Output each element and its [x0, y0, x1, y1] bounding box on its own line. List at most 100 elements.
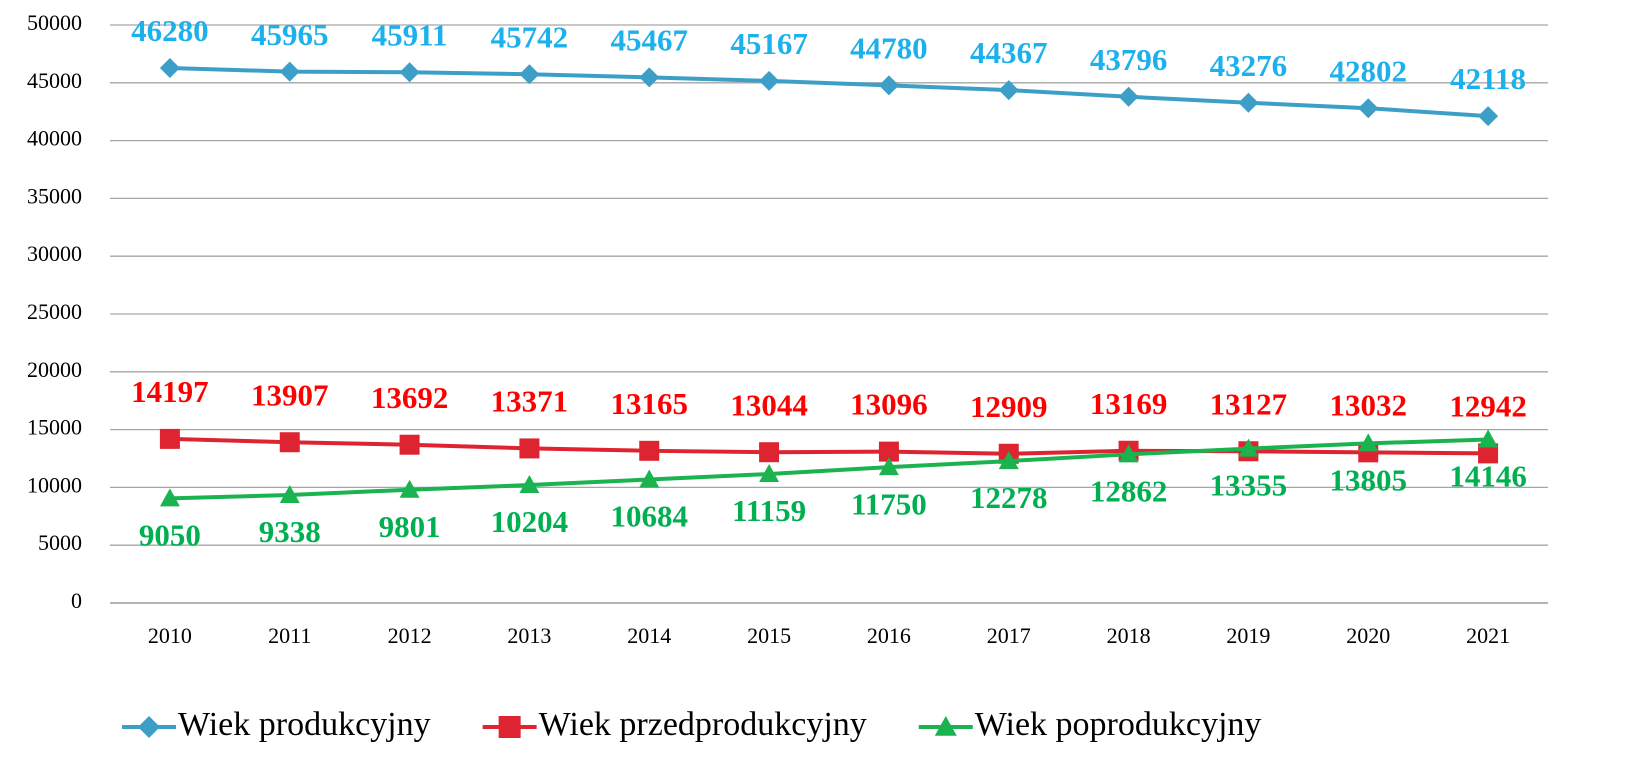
data-label: 43796 [1090, 42, 1168, 77]
data-label: 45911 [372, 17, 448, 52]
marker [878, 457, 899, 476]
marker [759, 70, 780, 91]
x-tick-label: 2021 [1466, 623, 1510, 648]
data-label: 9338 [259, 514, 321, 549]
y-tick-label: 25000 [27, 299, 82, 324]
data-label: 13165 [611, 386, 689, 421]
data-label: 13371 [491, 384, 569, 419]
marker [639, 469, 660, 488]
data-label: 13096 [850, 387, 928, 422]
data-label: 43276 [1210, 48, 1288, 83]
marker [279, 485, 300, 504]
x-tick-label: 2016 [867, 623, 911, 648]
marker [159, 58, 180, 79]
marker [1118, 86, 1139, 107]
data-label: 45742 [491, 19, 569, 54]
marker [519, 438, 540, 459]
data-label: 13692 [371, 380, 449, 415]
x-tick-label: 2014 [627, 623, 671, 648]
marker [1238, 92, 1259, 113]
data-label: 44780 [850, 30, 928, 65]
series-line [169, 437, 1489, 501]
y-tick-label: 15000 [27, 415, 82, 440]
marker [498, 716, 521, 738]
marker [934, 716, 957, 736]
y-tick-label: 30000 [27, 241, 82, 266]
data-label: 12862 [1090, 473, 1168, 508]
marker [878, 75, 899, 96]
y-tick-label: 20000 [27, 357, 82, 382]
x-tick-label: 2020 [1346, 623, 1390, 648]
marker [1238, 438, 1259, 457]
data-label: 10684 [611, 499, 689, 534]
data-label: 45167 [730, 26, 808, 61]
data-label: 9050 [139, 517, 201, 552]
y-tick-label: 0 [71, 588, 82, 613]
data-label: 11750 [851, 486, 927, 521]
marker [279, 61, 300, 82]
legend-label: Wiek poprodukcyjny [975, 706, 1262, 743]
marker [1358, 433, 1379, 452]
marker [998, 80, 1019, 101]
data-label: 44367 [970, 35, 1048, 70]
data-label: 14146 [1449, 459, 1527, 494]
series-line [169, 66, 1489, 119]
marker [878, 441, 899, 462]
x-tick-label: 2015 [747, 623, 791, 648]
marker [1478, 443, 1499, 464]
data-label: 13032 [1330, 387, 1408, 422]
data-label: 13355 [1210, 468, 1288, 503]
marker [519, 475, 540, 494]
legend-label: Wiek przedprodukcyjny [539, 706, 867, 743]
series-line [169, 436, 1489, 456]
x-tick-label: 2013 [507, 623, 551, 648]
y-tick-label: 5000 [38, 530, 82, 555]
x-tick-label: 2011 [268, 623, 311, 648]
data-label: 46280 [131, 13, 209, 48]
legend-label: Wiek produkcyjny [178, 706, 431, 743]
y-tick-label: 10000 [27, 472, 82, 497]
marker [998, 451, 1019, 470]
data-label: 12942 [1449, 388, 1527, 423]
data-label: 13169 [1090, 386, 1168, 421]
marker [1478, 106, 1499, 127]
y-tick-label: 50000 [27, 10, 82, 35]
x-tick-label: 2019 [1226, 623, 1270, 648]
data-label: 12909 [970, 389, 1048, 424]
data-label: 12278 [970, 480, 1048, 515]
data-label: 9801 [379, 509, 441, 544]
marker [759, 464, 780, 483]
x-tick-label: 2017 [987, 623, 1031, 648]
marker [639, 440, 660, 461]
y-tick-label: 35000 [27, 183, 82, 208]
x-tick-label: 2012 [388, 623, 432, 648]
marker [399, 434, 420, 455]
data-label: 13907 [251, 377, 329, 412]
x-tick-label: 2018 [1107, 623, 1151, 648]
marker [399, 62, 420, 83]
data-label: 13805 [1330, 463, 1408, 498]
marker [519, 64, 540, 85]
data-label: 11159 [732, 493, 806, 528]
data-label: 45467 [611, 23, 689, 58]
y-tick-label: 45000 [27, 68, 82, 93]
marker [759, 442, 780, 463]
data-label: 45965 [251, 17, 329, 52]
marker [399, 479, 420, 498]
marker [1478, 429, 1499, 448]
data-label: 42802 [1330, 53, 1408, 88]
marker [159, 428, 180, 449]
marker [159, 488, 180, 507]
marker [279, 432, 300, 453]
x-tick-label: 2010 [148, 623, 192, 648]
data-label: 13127 [1210, 386, 1288, 421]
marker [1118, 444, 1139, 463]
data-label: 42118 [1450, 61, 1526, 96]
marker [1358, 98, 1379, 119]
y-tick-label: 40000 [27, 126, 82, 151]
data-label: 13044 [730, 387, 808, 422]
marker [639, 67, 660, 88]
marker [138, 716, 160, 738]
data-label: 10204 [491, 504, 569, 539]
